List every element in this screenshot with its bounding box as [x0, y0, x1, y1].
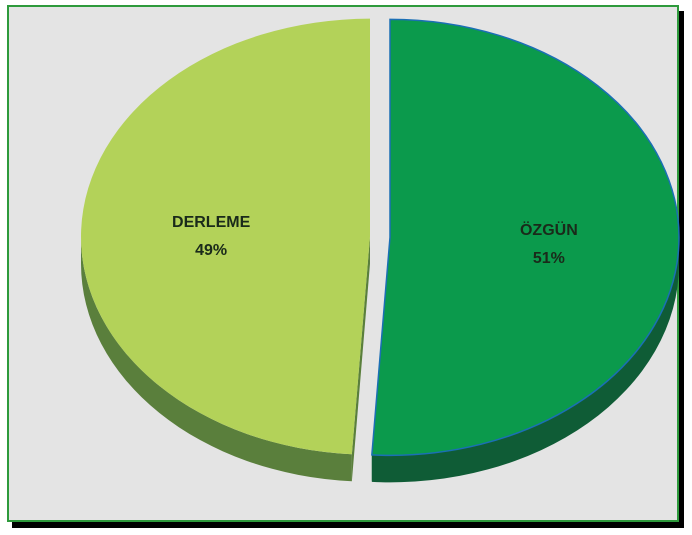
pie-labels: ÖZGÜN 51% DERLEME 49% [172, 214, 578, 267]
slice-name-label-ozgun: ÖZGÜN [520, 220, 578, 239]
slice-side-derleme [81, 236, 352, 482]
slice-pct-label-derleme: 49% [195, 242, 227, 259]
slice-cut-face-derleme [351, 236, 371, 482]
slice-pct-label-ozgun: 51% [533, 250, 565, 267]
slice-zgn [371, 18, 680, 457]
pie-slice-tops [81, 18, 680, 457]
slice-name-label-derleme: DERLEME [172, 214, 251, 231]
slice-derleme [81, 18, 371, 455]
slice-side-zgn [371, 237, 679, 483]
